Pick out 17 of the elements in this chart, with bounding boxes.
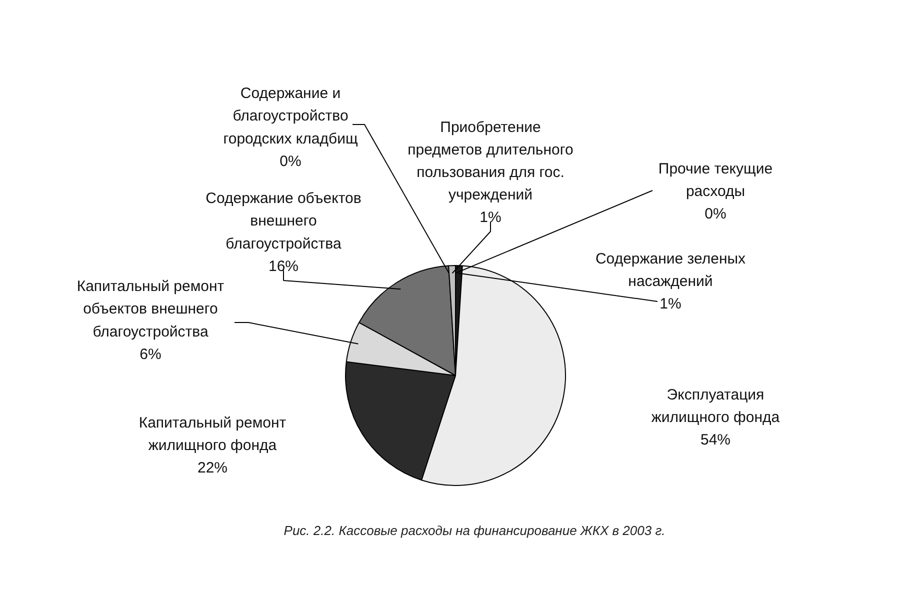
category-label: Содержание и благоустройство городских кладбищ (223, 85, 358, 148)
slice-label: Содержание объектов внешнего благоустройства (206, 190, 362, 252)
slice-label: Капитальный ремонт объектов внешнего благоустройства (76, 278, 224, 340)
data-label: 22% (197, 460, 228, 477)
text: 0% (280, 152, 302, 170)
category-label: Прочие текущие расходы (658, 160, 773, 200)
data-label: 1% (480, 209, 502, 226)
slice-label: Приобретение предметов длительного пользования для гос. учреждений (408, 118, 574, 204)
data-label: 1% (660, 296, 682, 313)
data-label: 16% (268, 258, 299, 275)
text: Рис. 2.2. Кассовые расходы на финансирование ЖКХ в 2003 г. (284, 523, 666, 538)
data-label: 54% (700, 432, 731, 449)
slice-label: Эксплуатация жилищного фонда (651, 386, 780, 426)
data-label: 6% (140, 346, 162, 363)
slice-label: Капитальный ремонт жилищного фонда (138, 414, 286, 454)
slice-label: Содержание зеленых насаждений (595, 250, 746, 290)
text: 0% (704, 206, 726, 223)
